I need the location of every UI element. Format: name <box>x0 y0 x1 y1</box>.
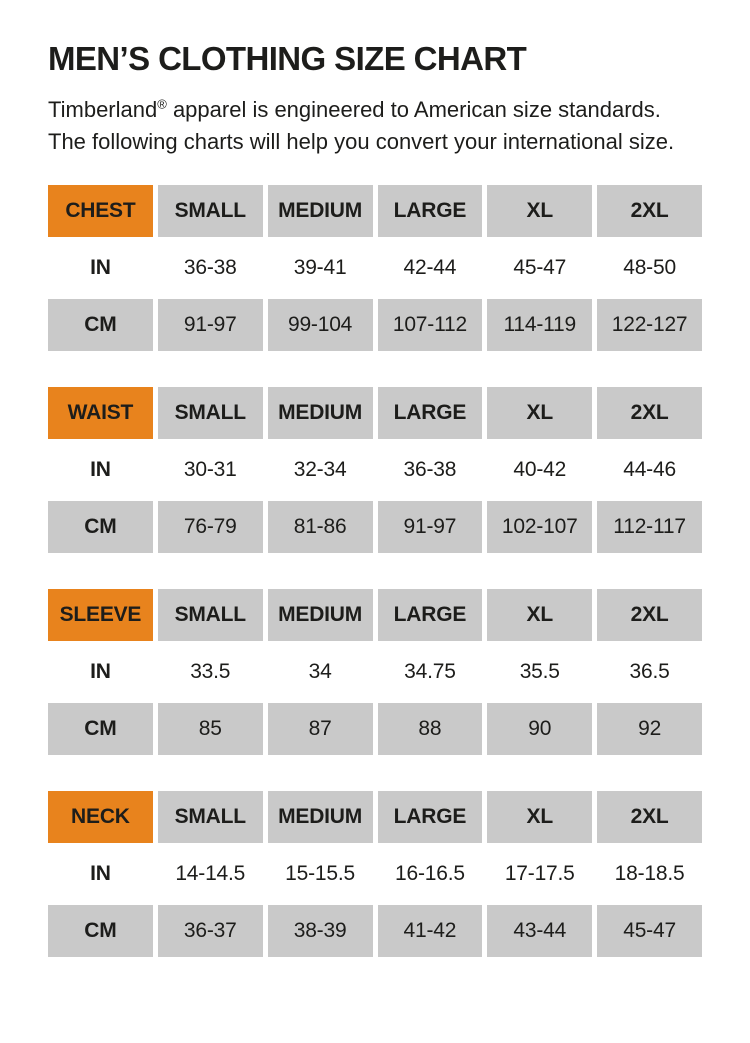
row-label-cell: IN <box>48 848 153 900</box>
value-cell: 48-50 <box>597 242 702 294</box>
column-header-cell: LARGE <box>377 387 483 439</box>
value-cell: 122-127 <box>597 299 702 351</box>
value-cell: 36-38 <box>377 444 483 496</box>
row-label-cell: CM <box>48 703 153 755</box>
size-chart-page: MEN’S CLOTHING SIZE CHART Timberland® ap… <box>48 40 702 957</box>
value-cell: 45-47 <box>487 242 593 294</box>
table-label-cell: SLEEVE <box>48 589 153 641</box>
value-cell: 91-97 <box>157 299 263 351</box>
registered-trademark-symbol: ® <box>157 96 167 112</box>
page-title: MEN’S CLOTHING SIZE CHART <box>48 40 527 77</box>
brand-name: Timberland <box>48 97 158 122</box>
value-cell: 14-14.5 <box>157 848 263 900</box>
value-cell: 91-97 <box>377 501 483 553</box>
value-cell: 41-42 <box>377 905 483 957</box>
waist-table: WAIST SMALL MEDIUM LARGE XL 2XL IN 30-31… <box>48 387 702 553</box>
column-header-cell: XL <box>487 589 593 641</box>
row-label-cell: CM <box>48 905 153 957</box>
neck-table: NECK SMALL MEDIUM LARGE XL 2XL IN 14-14.… <box>48 791 702 957</box>
column-header-cell: XL <box>487 791 593 843</box>
column-header-cell: 2XL <box>597 185 702 237</box>
column-header-cell: 2XL <box>597 387 702 439</box>
value-cell: 85 <box>157 703 263 755</box>
column-header-cell: 2XL <box>597 791 702 843</box>
value-cell: 45-47 <box>597 905 702 957</box>
column-header-cell: SMALL <box>157 791 263 843</box>
value-cell: 76-79 <box>157 501 263 553</box>
value-cell: 114-119 <box>487 299 593 351</box>
column-header-cell: SMALL <box>157 185 263 237</box>
column-header-cell: MEDIUM <box>267 791 373 843</box>
value-cell: 36-38 <box>157 242 263 294</box>
value-cell: 34.75 <box>377 646 483 698</box>
sleeve-table: SLEEVE SMALL MEDIUM LARGE XL 2XL IN 33.5… <box>48 589 702 755</box>
table-label-cell: WAIST <box>48 387 153 439</box>
intro-text: Timberland® apparel is engineered to Ame… <box>48 94 688 158</box>
value-cell: 33.5 <box>157 646 263 698</box>
chest-table: CHEST SMALL MEDIUM LARGE XL 2XL IN 36-38… <box>48 185 702 351</box>
column-header-cell: XL <box>487 387 593 439</box>
value-cell: 30-31 <box>157 444 263 496</box>
value-cell: 32-34 <box>267 444 373 496</box>
row-label-cell: IN <box>48 444 153 496</box>
value-cell: 92 <box>597 703 702 755</box>
column-header-cell: XL <box>487 185 593 237</box>
value-cell: 42-44 <box>377 242 483 294</box>
row-label-cell: IN <box>48 242 153 294</box>
value-cell: 107-112 <box>377 299 483 351</box>
value-cell: 39-41 <box>267 242 373 294</box>
value-cell: 81-86 <box>267 501 373 553</box>
value-cell: 44-46 <box>597 444 702 496</box>
value-cell: 40-42 <box>487 444 593 496</box>
intro-body: apparel is engineered to American size s… <box>48 97 675 154</box>
value-cell: 17-17.5 <box>487 848 593 900</box>
column-header-cell: LARGE <box>377 589 483 641</box>
column-header-cell: MEDIUM <box>267 387 373 439</box>
column-header-cell: MEDIUM <box>267 589 373 641</box>
value-cell: 35.5 <box>487 646 593 698</box>
value-cell: 102-107 <box>487 501 593 553</box>
column-header-cell: LARGE <box>377 791 483 843</box>
row-label-cell: IN <box>48 646 153 698</box>
row-label-cell: CM <box>48 501 153 553</box>
row-label-cell: CM <box>48 299 153 351</box>
value-cell: 87 <box>267 703 373 755</box>
value-cell: 34 <box>267 646 373 698</box>
column-header-cell: MEDIUM <box>267 185 373 237</box>
value-cell: 18-18.5 <box>597 848 702 900</box>
value-cell: 99-104 <box>267 299 373 351</box>
column-header-cell: SMALL <box>157 387 263 439</box>
value-cell: 36-37 <box>157 905 263 957</box>
value-cell: 90 <box>487 703 593 755</box>
value-cell: 36.5 <box>597 646 702 698</box>
column-header-cell: 2XL <box>597 589 702 641</box>
value-cell: 16-16.5 <box>377 848 483 900</box>
value-cell: 43-44 <box>487 905 593 957</box>
column-header-cell: SMALL <box>157 589 263 641</box>
column-header-cell: LARGE <box>377 185 483 237</box>
value-cell: 38-39 <box>267 905 373 957</box>
table-label-cell: NECK <box>48 791 153 843</box>
value-cell: 15-15.5 <box>267 848 373 900</box>
value-cell: 112-117 <box>597 501 702 553</box>
value-cell: 88 <box>377 703 483 755</box>
table-label-cell: CHEST <box>48 185 153 237</box>
